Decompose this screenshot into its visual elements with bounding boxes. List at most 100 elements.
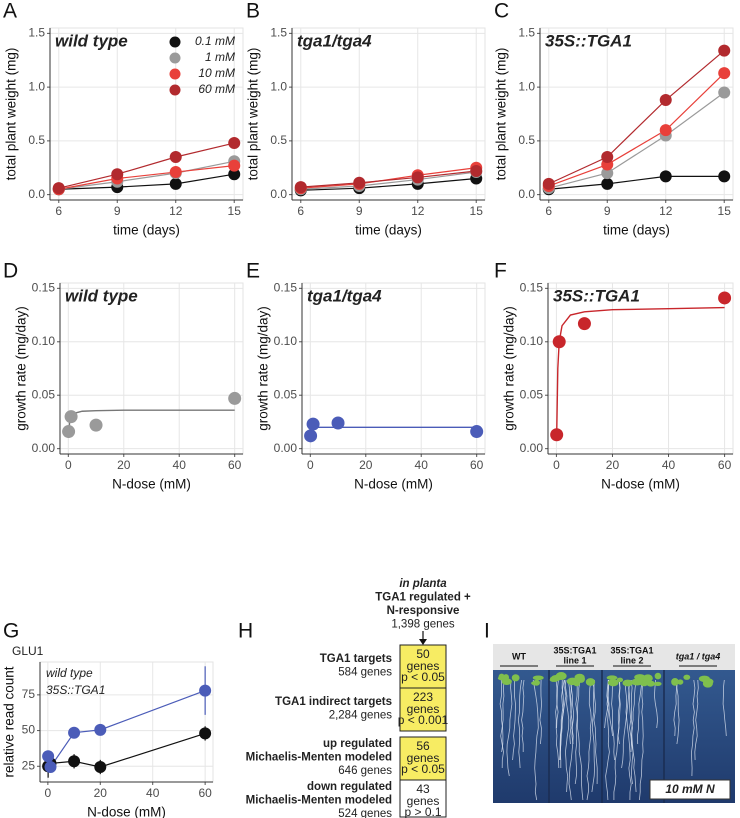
y-axis-label: total plant weight (mg) xyxy=(4,48,19,181)
y-axis-label: total plant weight (mg) xyxy=(246,48,261,181)
root xyxy=(500,679,505,769)
chart-title: tga1/tga4 xyxy=(297,31,372,50)
point xyxy=(199,684,212,697)
leaf xyxy=(677,679,684,685)
unit: genes xyxy=(407,794,440,808)
x-axis-label: N-dose (mM) xyxy=(112,477,191,492)
x-tick-label: 20 xyxy=(94,786,108,800)
leaf xyxy=(554,674,561,680)
x-tick-label: 15 xyxy=(228,204,242,218)
point xyxy=(577,317,591,331)
panel-letter: G xyxy=(3,620,19,643)
row-label: Michaelis-Menten modeled xyxy=(246,795,392,807)
row-total: 584 genes xyxy=(338,667,392,679)
leaf xyxy=(683,674,691,680)
leaf xyxy=(642,674,653,683)
column-label: 35S:TGA1 xyxy=(610,645,653,655)
y-tick-label: 0.10 xyxy=(32,334,56,348)
row-total: 2,284 genes xyxy=(329,710,393,722)
root xyxy=(539,679,543,745)
leaf xyxy=(511,674,520,682)
point xyxy=(659,124,672,137)
x-tick-label: 0 xyxy=(65,458,72,472)
point xyxy=(44,761,57,773)
y-tick-label: 50 xyxy=(22,723,36,737)
panel-letter: C xyxy=(494,0,509,23)
y-axis-label: growth rate (mg/day) xyxy=(14,306,29,431)
root xyxy=(568,679,574,801)
point xyxy=(718,67,731,80)
y-tick-label: 75 xyxy=(22,687,36,701)
condition-label: 10 mM N xyxy=(665,782,715,796)
row-total: 646 genes xyxy=(338,765,392,777)
column-label: tga1 / tga4 xyxy=(676,651,721,661)
y-tick-label: 0.0 xyxy=(518,187,535,201)
x-tick-label: 40 xyxy=(146,786,160,800)
chart-title: GLU1 xyxy=(12,644,44,658)
y-tick-label: 0.10 xyxy=(520,334,544,348)
leaf xyxy=(573,680,580,687)
x-axis-label: N-dose (mM) xyxy=(87,805,166,818)
y-tick-label: 0.15 xyxy=(520,281,544,295)
x-tick-label: 6 xyxy=(55,204,62,218)
point xyxy=(718,170,731,183)
point xyxy=(552,335,566,349)
root xyxy=(559,679,564,761)
point xyxy=(718,44,731,57)
plot-area xyxy=(547,282,734,455)
panel-letter: D xyxy=(3,260,18,283)
point xyxy=(94,723,107,736)
root xyxy=(512,680,516,761)
plot-area xyxy=(301,282,486,455)
p-value: p > 0.1 xyxy=(404,805,441,818)
point xyxy=(169,151,182,163)
x-tick-label: 60 xyxy=(228,458,242,472)
y-axis-label: total plant weight (mg) xyxy=(494,48,509,181)
header-text: 1,398 genes xyxy=(391,619,455,631)
x-tick-label: 40 xyxy=(415,458,429,472)
column-label: line 2 xyxy=(620,655,643,665)
leaf xyxy=(532,675,544,681)
root xyxy=(636,679,643,745)
x-tick-label: 60 xyxy=(470,458,484,472)
legend-marker xyxy=(169,52,181,64)
panel-letter: B xyxy=(246,0,260,23)
count: 223 xyxy=(413,690,433,704)
chart-title: wild type xyxy=(55,31,128,50)
condition-box xyxy=(649,779,731,800)
y-tick-label: 1.5 xyxy=(518,26,535,40)
x-tick-label: 40 xyxy=(662,458,676,472)
y-tick-label: 0.15 xyxy=(32,281,56,295)
leaf xyxy=(606,675,618,680)
point xyxy=(542,177,555,190)
x-tick-label: 20 xyxy=(606,458,620,472)
root xyxy=(559,679,565,768)
series-line xyxy=(300,177,477,191)
row-label: up regulated xyxy=(323,738,392,750)
point xyxy=(228,168,241,181)
root xyxy=(607,679,613,737)
leaf xyxy=(654,681,662,686)
legend-label: 10 mM xyxy=(198,66,235,80)
x-tick-label: 0 xyxy=(45,786,52,800)
plot-area xyxy=(49,27,244,201)
root xyxy=(517,679,522,769)
point xyxy=(601,167,614,180)
x-tick-label: 40 xyxy=(173,458,187,472)
root xyxy=(586,679,592,801)
x-tick-label: 15 xyxy=(470,204,484,218)
root xyxy=(691,679,696,777)
chart-title: 35S::TGA1 xyxy=(553,286,640,305)
root xyxy=(611,679,615,761)
point xyxy=(199,727,212,740)
y-tick-label: 0.5 xyxy=(270,133,287,147)
leaf xyxy=(631,678,643,686)
photo xyxy=(493,644,735,803)
panel-letter: E xyxy=(246,260,260,283)
p-value: p < 0.05 xyxy=(401,670,445,684)
series-line xyxy=(548,50,725,185)
y-tick-label: 0.00 xyxy=(520,441,544,455)
x-tick-label: 6 xyxy=(297,204,304,218)
x-axis-label: time (days) xyxy=(355,223,422,238)
point xyxy=(718,291,732,305)
